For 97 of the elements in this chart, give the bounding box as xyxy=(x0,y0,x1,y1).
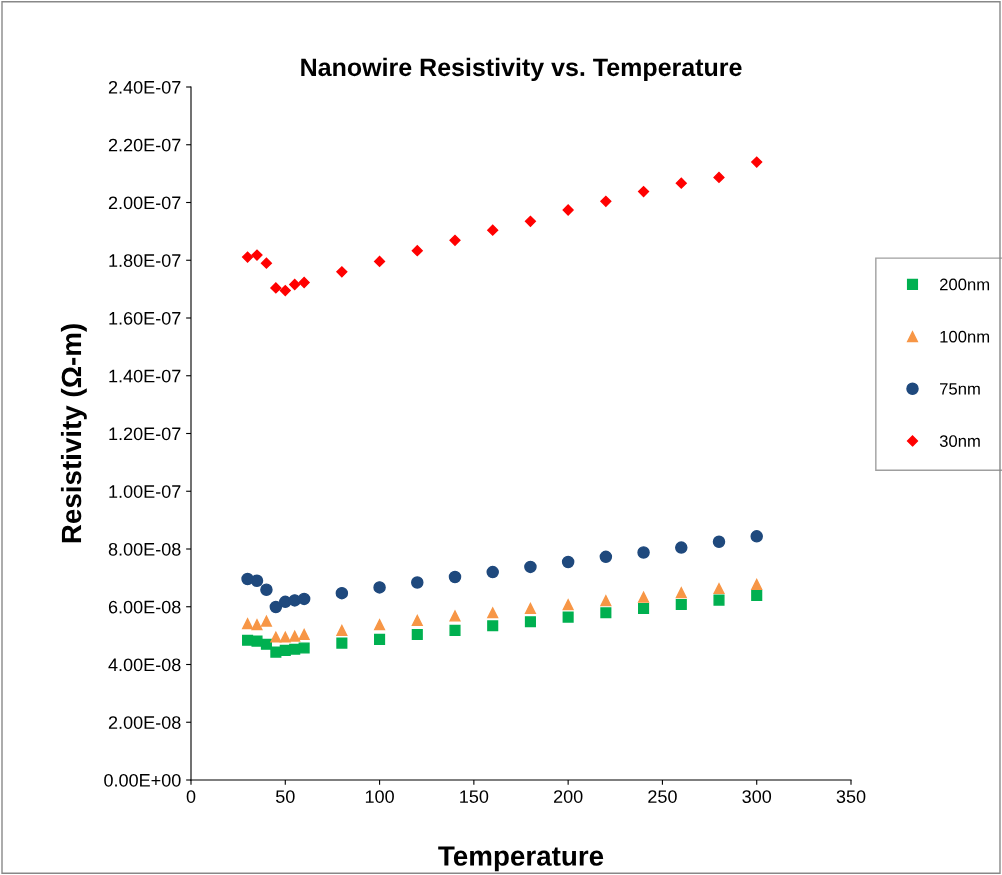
point xyxy=(298,276,310,289)
point xyxy=(449,610,461,622)
point xyxy=(260,615,272,627)
point xyxy=(260,583,273,596)
point xyxy=(297,592,311,606)
point xyxy=(637,185,650,198)
point xyxy=(374,619,386,631)
point xyxy=(269,600,283,614)
point xyxy=(251,619,263,631)
legend-label: 100nm xyxy=(940,330,990,343)
point xyxy=(411,628,423,641)
legend-label: 200nm xyxy=(940,278,990,291)
point xyxy=(600,195,612,207)
point xyxy=(486,565,499,579)
x-tick-label: 300 xyxy=(742,790,772,803)
point xyxy=(449,624,461,636)
point xyxy=(600,595,612,607)
point xyxy=(637,546,650,559)
point xyxy=(562,599,574,611)
point xyxy=(251,635,263,647)
y-tick-label: 1.00E-07 xyxy=(109,485,181,498)
y-tick-label: 2.40E-07 xyxy=(108,80,181,94)
point xyxy=(250,574,264,588)
point xyxy=(411,245,423,257)
point xyxy=(411,576,424,589)
x-tick-label: 350 xyxy=(836,790,866,803)
y-tick-label: 6.00E-08 xyxy=(108,600,181,614)
x-tick-label: 0 xyxy=(186,790,196,803)
point xyxy=(524,602,536,615)
point xyxy=(373,581,386,594)
point xyxy=(279,631,291,643)
point xyxy=(524,616,536,628)
legend-label: 75nm xyxy=(940,383,980,395)
point xyxy=(242,618,254,630)
point xyxy=(638,591,650,603)
point xyxy=(751,156,763,168)
point xyxy=(600,607,612,619)
y-tick-label: 1.40E-07 xyxy=(109,369,181,383)
point xyxy=(675,541,688,554)
y-tick-label: 8.00E-08 xyxy=(108,542,181,556)
y-axis-title: Resistivity (Ω-m) xyxy=(60,324,87,543)
point xyxy=(751,589,763,602)
point xyxy=(374,633,386,645)
point xyxy=(270,282,282,294)
point xyxy=(289,643,301,655)
x-tick-label: 250 xyxy=(648,790,677,803)
point xyxy=(335,586,349,600)
x-tick-label: 150 xyxy=(460,790,489,803)
y-tick-label: 2.00E-07 xyxy=(108,196,181,210)
point xyxy=(241,251,254,263)
point xyxy=(270,631,282,643)
point xyxy=(373,255,386,268)
point xyxy=(599,550,613,564)
y-tick-label: 0.00E+00 xyxy=(104,773,181,787)
point xyxy=(289,630,301,642)
x-tick-label: 100 xyxy=(365,790,394,803)
point xyxy=(279,284,291,297)
point xyxy=(487,620,499,632)
point xyxy=(638,602,650,615)
y-tick-label: 2.20E-07 xyxy=(108,138,181,152)
point xyxy=(487,607,499,619)
point xyxy=(260,257,273,269)
y-tick-label: 1.80E-07 xyxy=(109,254,181,267)
y-tick-label: 2.00E-08 xyxy=(108,716,181,729)
x-tick-label: 200 xyxy=(553,790,583,803)
point xyxy=(561,555,575,569)
point xyxy=(751,578,763,591)
point xyxy=(713,171,725,183)
point xyxy=(336,624,348,636)
point xyxy=(336,266,348,278)
point xyxy=(411,614,423,626)
point xyxy=(487,224,499,236)
point xyxy=(713,594,725,606)
point xyxy=(336,637,348,649)
point xyxy=(750,530,763,543)
point xyxy=(298,628,310,641)
point xyxy=(298,642,310,654)
point xyxy=(675,587,687,599)
point xyxy=(712,535,726,549)
point xyxy=(713,583,725,595)
y-tick-label: 1.20E-07 xyxy=(109,427,181,441)
y-tick-label: 1.60E-07 xyxy=(109,311,181,325)
x-axis-title: Temperature xyxy=(438,846,604,872)
point xyxy=(675,598,687,610)
legend-label: 30nm xyxy=(939,435,980,447)
point xyxy=(449,234,461,246)
point xyxy=(448,570,462,584)
y-tick-label: 4.00E-08 xyxy=(108,658,181,672)
chart-title: Nanowire Resistivity vs. Temperature xyxy=(301,57,742,82)
point xyxy=(270,646,282,658)
x-tick-label: 50 xyxy=(275,790,295,803)
point xyxy=(524,560,537,574)
point xyxy=(562,204,574,216)
point xyxy=(289,278,301,291)
point xyxy=(524,215,537,227)
point xyxy=(562,611,574,623)
point xyxy=(675,177,687,189)
